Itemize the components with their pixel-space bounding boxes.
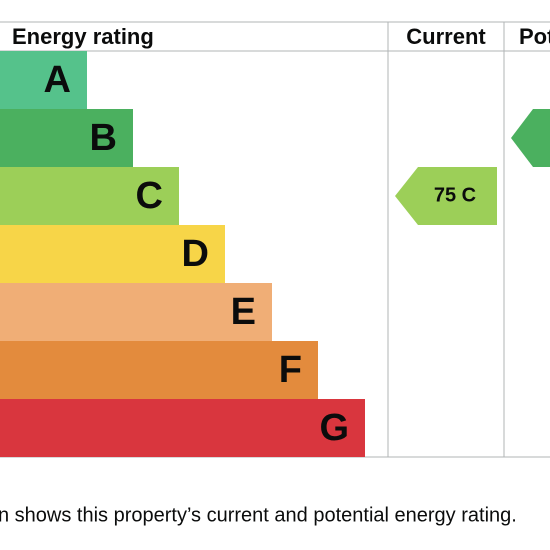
- band-bar: [0, 399, 365, 457]
- band-letter: F: [279, 349, 302, 391]
- band-letter: C: [136, 175, 163, 217]
- band-letter: A: [44, 59, 71, 101]
- band-bar: [0, 167, 179, 225]
- column-header: Current: [406, 24, 486, 49]
- band-bar: [0, 109, 133, 167]
- band-letter: D: [182, 233, 209, 275]
- band-letter: B: [90, 117, 117, 159]
- band-bar: [0, 283, 272, 341]
- column-header: Pot: [519, 24, 550, 49]
- band-letter: G: [319, 407, 349, 449]
- potential-arrow: [511, 109, 550, 167]
- band-bar: [0, 225, 225, 283]
- band-bar: [0, 51, 87, 109]
- column-header: Energy rating: [12, 24, 154, 49]
- caption: n shows this property’s current and pote…: [0, 504, 517, 526]
- band-bar: [0, 341, 318, 399]
- band-letter: E: [231, 291, 256, 333]
- current-arrow: [395, 167, 497, 225]
- current-rating: 75 C: [434, 184, 476, 206]
